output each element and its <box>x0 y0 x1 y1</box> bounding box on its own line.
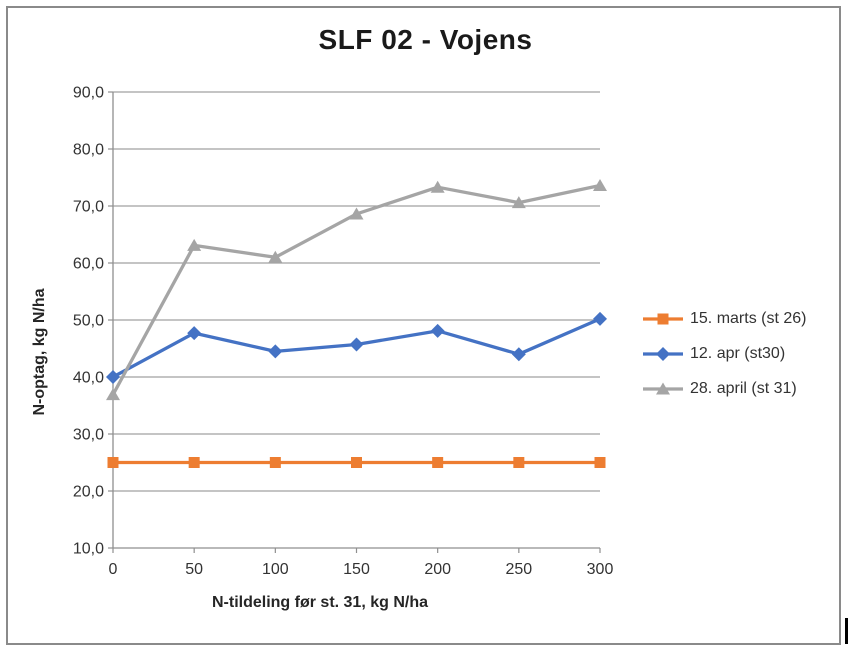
series-0-marker <box>351 457 362 468</box>
y-tick-label: 30,0 <box>73 427 104 444</box>
series-2-marker <box>187 238 202 251</box>
y-tick-label: 10,0 <box>73 541 104 558</box>
x-tick-label: 50 <box>185 561 203 578</box>
series-2-marker <box>593 178 607 191</box>
series-2-marker <box>511 196 526 209</box>
x-tick-label: 100 <box>262 561 289 578</box>
y-axis-title: N-optag, kg N/ha <box>31 288 48 416</box>
x-tick-label: 250 <box>505 561 532 578</box>
legend-item-label: 28. april (st 31) <box>690 379 797 397</box>
legend-item-0: 15. marts (st 26) <box>643 301 806 336</box>
series-0-marker <box>594 457 606 468</box>
series-1-marker <box>593 311 607 326</box>
y-tick-label: 70,0 <box>73 199 104 216</box>
y-tick-label: 90,0 <box>73 85 104 102</box>
y-tick-label: 50,0 <box>73 313 104 330</box>
legend-sample-square-icon <box>643 313 683 324</box>
y-tick-label: 40,0 <box>73 370 104 387</box>
legend-item-2: 28. april (st 31) <box>643 371 806 406</box>
series-1-marker <box>511 347 526 362</box>
series-1-marker <box>349 337 364 352</box>
chart-title: SLF 02 - Vojens <box>318 24 533 55</box>
series-2-marker <box>106 388 120 401</box>
legend-item-1: 12. apr (st30) <box>643 336 806 371</box>
series-0-marker <box>107 457 119 468</box>
series-0-marker <box>269 457 281 468</box>
series-1-marker <box>187 326 202 341</box>
x-tick-label: 300 <box>587 561 614 578</box>
y-tick-label: 80,0 <box>73 142 104 159</box>
y-tick-label: 20,0 <box>73 484 104 501</box>
edge-artifact-bar <box>845 618 848 644</box>
legend-sample-diamond-icon <box>643 346 683 361</box>
series-2-marker <box>268 250 283 263</box>
series-0-marker <box>513 457 525 468</box>
legend-item-label: 12. apr (st30) <box>690 344 786 362</box>
y-tick-label: 60,0 <box>73 256 104 273</box>
chart-frame <box>6 6 841 645</box>
x-axis-title: N-tildeling før st. 31, kg N/ha <box>211 594 429 611</box>
series-1-marker <box>106 370 120 384</box>
series-1-marker <box>268 344 283 359</box>
series-0-marker <box>432 457 444 468</box>
x-tick-label: 200 <box>424 561 451 578</box>
series-2-marker <box>430 180 445 193</box>
series-2-marker <box>349 207 364 220</box>
legend: 15. marts (st 26) 12. apr (st30) 28. april… <box>643 301 806 406</box>
legend-item-label: 15. marts (st 26) <box>690 309 807 327</box>
x-tick-label: 150 <box>343 561 370 578</box>
series-1-marker <box>430 323 445 338</box>
series-0-marker <box>188 457 200 468</box>
legend-sample-triangle-icon <box>643 382 683 394</box>
x-tick-label: 0 <box>109 561 118 578</box>
